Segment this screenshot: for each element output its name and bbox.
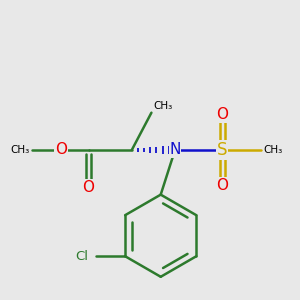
Text: S: S bbox=[217, 141, 227, 159]
Text: CH₃: CH₃ bbox=[11, 145, 30, 155]
Text: O: O bbox=[82, 180, 94, 195]
Text: Cl: Cl bbox=[75, 250, 88, 263]
Text: O: O bbox=[216, 178, 228, 193]
Text: O: O bbox=[55, 142, 67, 158]
Text: CH₃: CH₃ bbox=[263, 145, 283, 155]
Text: CH₃: CH₃ bbox=[153, 101, 172, 111]
Text: O: O bbox=[216, 107, 228, 122]
Text: N: N bbox=[169, 142, 181, 158]
